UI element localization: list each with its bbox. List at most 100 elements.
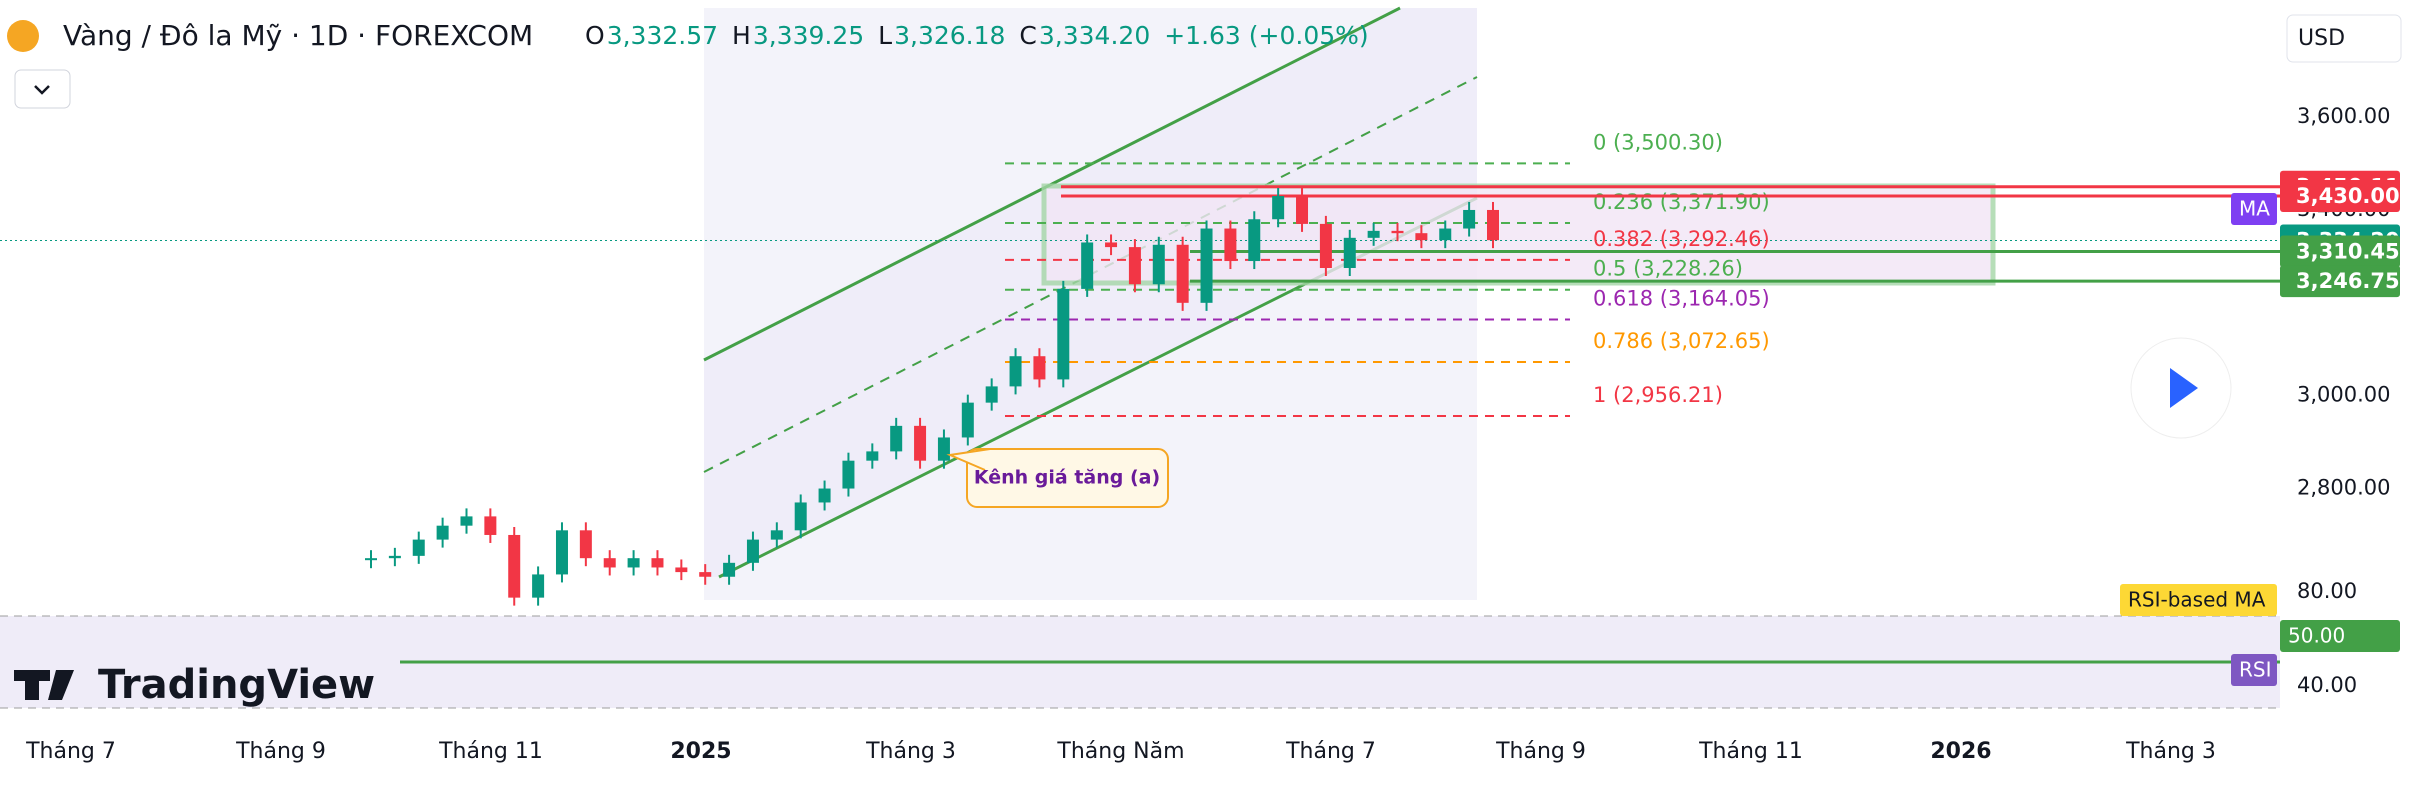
ohlc-key: L (878, 21, 892, 50)
x-tick-label: Tháng 7 (25, 739, 116, 764)
candle (1081, 242, 1094, 289)
candle (1272, 196, 1285, 220)
candle (1487, 209, 1499, 241)
x-tick-label: Tháng 3 (865, 739, 956, 764)
fib-label: 0.786 (3,072.65) (1593, 329, 1770, 353)
x-tick-label: Tháng 9 (235, 739, 326, 764)
candle (723, 562, 736, 577)
candle (532, 574, 545, 598)
candle (1033, 356, 1046, 380)
candle (388, 555, 401, 559)
candle (508, 534, 521, 598)
indicator-badge (2120, 584, 2277, 616)
x-tick-label: Tháng 9 (1495, 739, 1586, 764)
indicator-badge-label: MA (2239, 197, 2270, 221)
candle (818, 488, 831, 503)
candle (460, 516, 473, 526)
price-badge-label: 3,246.75 (2296, 269, 2400, 293)
candle (1176, 244, 1189, 303)
logo-mark (48, 670, 74, 700)
candle (1367, 230, 1380, 238)
logo-mark (14, 670, 50, 681)
rsi-tick-label: 80.00 (2297, 579, 2357, 603)
x-tick-label: Tháng 3 (2125, 739, 2216, 764)
fib-label: 0.382 (3,292.46) (1593, 227, 1770, 251)
candle (484, 516, 497, 535)
candle (1224, 228, 1237, 262)
price-badge-label: 3,430.00 (2296, 184, 2400, 208)
candle (866, 451, 879, 461)
candle (961, 402, 974, 438)
candle (1057, 288, 1070, 380)
dropdown-button[interactable] (14, 69, 71, 109)
rsi-tick-label: 40.00 (2297, 673, 2357, 697)
x-tick-label: Tháng Năm (1056, 739, 1184, 764)
candle (937, 437, 950, 461)
currency-button[interactable] (2286, 14, 2402, 63)
indicator-badge-label: RSI-based MA (2128, 588, 2266, 612)
fib-label: 0 (3,500.30) (1593, 130, 1723, 154)
x-tick-label: Tháng 7 (1285, 739, 1376, 764)
candle (579, 530, 592, 559)
candle (627, 558, 640, 568)
candle (412, 539, 425, 556)
x-tick-label: Tháng 11 (1698, 739, 1803, 764)
candle (1009, 356, 1022, 387)
ohlc-change: +1.63 (+0.05%) (1164, 21, 1368, 50)
x-tick-label: 2026 (1930, 739, 1991, 764)
candle (1200, 228, 1213, 303)
symbol-title: Vàng / Đô la Mỹ · 1D · FOREXCOM (63, 19, 533, 52)
candle (651, 558, 664, 568)
indicator-badge (2231, 654, 2277, 686)
ohlc-key: C (1019, 21, 1036, 50)
y-tick-label: 2,800.00 (2297, 476, 2391, 500)
fib-label: 1 (2,956.21) (1593, 383, 1723, 407)
candle (890, 425, 903, 452)
candle (699, 572, 712, 577)
price-badge (2280, 235, 2400, 268)
candle (985, 386, 998, 403)
candle (365, 558, 377, 561)
annotation-pointer (946, 448, 991, 471)
indicator-badge (2280, 620, 2400, 652)
ohlc: O 3,332.57 H 3,339.25 L 3,326.18 C 3,334.20 +1.6… (585, 21, 1369, 50)
dropdown-chevron (34, 85, 50, 95)
candle (1415, 233, 1428, 241)
candle (1296, 196, 1309, 224)
candle (1105, 242, 1118, 248)
candle (1439, 228, 1452, 241)
candle (603, 558, 616, 568)
indicator-badge (2231, 193, 2277, 225)
candle (1248, 219, 1261, 262)
y-tick-label: 3,000.00 (2297, 383, 2391, 407)
play-icon (2170, 368, 2198, 408)
logo: TradingView (98, 662, 375, 708)
ohlc-key: O (585, 21, 605, 50)
ohlc-value: 3,334.20 (1039, 21, 1150, 50)
fib-label: 0.618 (3,164.05) (1593, 287, 1770, 311)
candle (675, 567, 688, 573)
ohlc-value: 3,326.18 (894, 21, 1005, 50)
candle (914, 425, 927, 461)
candle (1128, 247, 1141, 285)
annotation-text: Kênh giá tăng (a) (974, 467, 1160, 489)
indicator-badge-label: RSI (2239, 658, 2272, 682)
candle (1391, 230, 1404, 234)
candle (794, 502, 807, 531)
price-badge (2280, 265, 2400, 298)
symbol-icon (7, 20, 39, 52)
candle (770, 530, 783, 540)
candle (436, 525, 449, 540)
indicator-badge-label: 50.00 (2288, 624, 2345, 648)
ohlc-key: H (732, 21, 751, 50)
price-badge (2280, 180, 2400, 213)
price-badge-label: 3,310.45 (2296, 240, 2400, 264)
candle (555, 530, 568, 575)
candle (842, 460, 855, 489)
fib-label: 0.5 (3,228.26) (1593, 257, 1743, 281)
candle (1463, 209, 1476, 229)
candle (1152, 244, 1165, 285)
annotation-box (966, 448, 1169, 508)
